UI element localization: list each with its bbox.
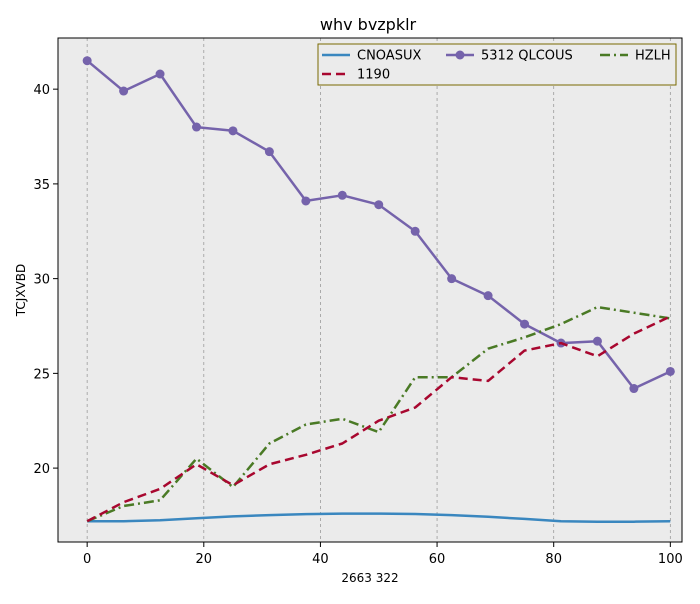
y-tick-label: 30 — [33, 273, 50, 288]
legend: CNOASUX 5312 QLCOUS HZLH 1190 — [318, 44, 676, 85]
y-tick-label: 35 — [33, 178, 50, 193]
data-point — [156, 70, 165, 79]
y-axis-label: TCJXVBD — [14, 264, 28, 317]
data-point — [411, 227, 420, 236]
data-point — [374, 200, 383, 209]
data-point — [83, 56, 92, 65]
data-point — [593, 337, 602, 346]
legend-marker — [456, 51, 465, 60]
x-tick-label: 80 — [545, 552, 562, 567]
data-point — [629, 384, 638, 393]
x-tick-label: 60 — [429, 552, 446, 567]
data-point — [666, 367, 675, 376]
y-tick-label: 20 — [33, 462, 50, 477]
x-tick-label: 100 — [658, 552, 683, 567]
data-point — [301, 196, 310, 205]
chart-title: whv bvzpklr — [320, 15, 417, 34]
data-point — [228, 126, 237, 135]
data-point — [192, 123, 201, 132]
x-tick-label: 40 — [312, 552, 329, 567]
legend-label: 1190 — [357, 68, 390, 83]
data-point — [484, 291, 493, 300]
plot-background — [58, 38, 682, 542]
x-tick-label: 0 — [83, 552, 91, 567]
data-point — [265, 147, 274, 156]
data-point — [520, 320, 529, 329]
data-point — [119, 87, 128, 96]
y-tick-label: 25 — [33, 367, 50, 382]
data-point — [447, 274, 456, 283]
x-axis-label: 2663 322 — [341, 571, 398, 585]
legend-label: CNOASUX — [357, 49, 421, 64]
legend-label: 5312 QLCOUS — [481, 49, 573, 64]
y-tick-label: 40 — [33, 83, 50, 98]
x-tick-label: 20 — [196, 552, 213, 567]
legend-label: HZLH — [635, 49, 671, 64]
data-point — [338, 191, 347, 200]
